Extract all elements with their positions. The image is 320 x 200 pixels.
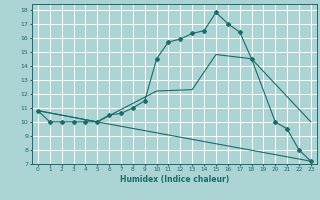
X-axis label: Humidex (Indice chaleur): Humidex (Indice chaleur): [120, 175, 229, 184]
